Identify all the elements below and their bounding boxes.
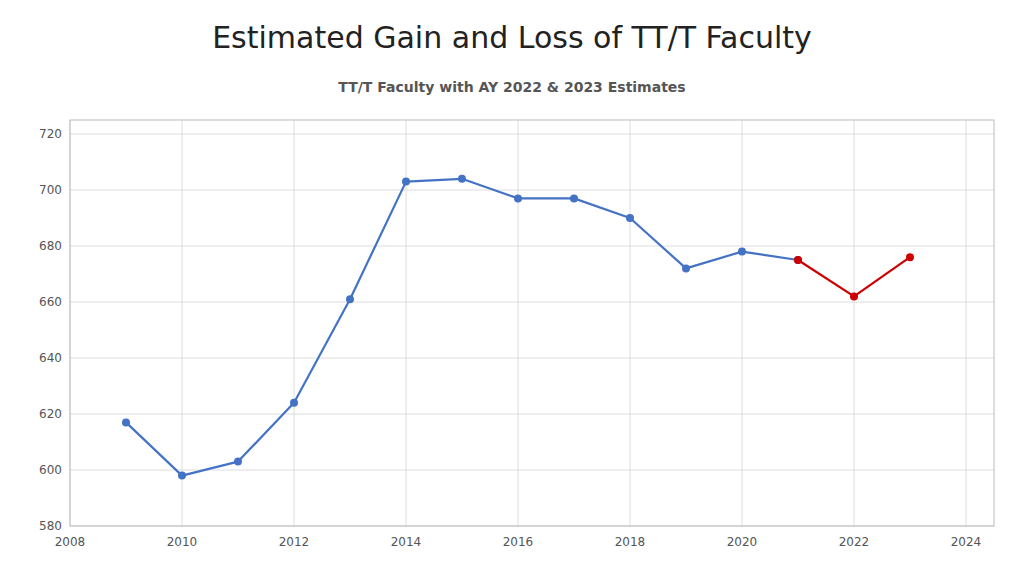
series-line bbox=[126, 179, 798, 476]
y-grid-line bbox=[70, 302, 994, 303]
x-tick-label: 2022 bbox=[839, 535, 870, 549]
x-tick-label: 2024 bbox=[951, 535, 982, 549]
data-point bbox=[346, 295, 354, 303]
y-grid-line bbox=[70, 414, 994, 415]
data-point bbox=[570, 194, 578, 202]
data-point bbox=[514, 194, 522, 202]
chart-container: Estimated Gain and Loss of TT/T Faculty T… bbox=[0, 0, 1024, 576]
x-grid-line bbox=[630, 120, 631, 526]
plot-area bbox=[122, 175, 914, 480]
data-point bbox=[794, 256, 802, 264]
data-point bbox=[794, 256, 802, 264]
x-tick-label: 2016 bbox=[503, 535, 534, 549]
y-tick-label: 580 bbox=[39, 519, 62, 533]
x-tick-label: 2014 bbox=[391, 535, 422, 549]
data-point bbox=[850, 292, 858, 300]
data-point bbox=[626, 214, 634, 222]
y-grid-line bbox=[70, 134, 994, 135]
y-tick-label: 680 bbox=[39, 239, 62, 253]
x-tick-label: 2008 bbox=[55, 535, 86, 549]
x-tick-label: 2012 bbox=[279, 535, 310, 549]
data-point bbox=[234, 458, 242, 466]
y-tick-label: 660 bbox=[39, 295, 62, 309]
grid bbox=[70, 120, 994, 526]
y-tick-label: 620 bbox=[39, 407, 62, 421]
subtitle: TT/T Faculty with AY 2022 & 2023 Estimat… bbox=[338, 79, 685, 95]
x-grid-line bbox=[182, 120, 183, 526]
series-line bbox=[798, 257, 910, 296]
x-grid-line bbox=[966, 120, 967, 526]
y-tick-label: 720 bbox=[39, 127, 62, 141]
y-grid-line bbox=[70, 246, 994, 247]
data-point bbox=[178, 472, 186, 480]
data-point bbox=[458, 175, 466, 183]
y-grid-line bbox=[70, 358, 994, 359]
data-point bbox=[738, 248, 746, 256]
data-point bbox=[906, 253, 914, 261]
y-grid-line bbox=[70, 190, 994, 191]
y-tick-label: 640 bbox=[39, 351, 62, 365]
x-grid-line bbox=[518, 120, 519, 526]
data-point bbox=[122, 418, 130, 426]
x-tick-label: 2010 bbox=[167, 535, 198, 549]
data-point bbox=[402, 178, 410, 186]
data-point bbox=[682, 264, 690, 272]
y-tick-label: 700 bbox=[39, 183, 62, 197]
y-tick-label: 600 bbox=[39, 463, 62, 477]
chart: Estimated Gain and Loss of TT/T Faculty T… bbox=[0, 0, 1024, 576]
x-tick-label: 2018 bbox=[615, 535, 646, 549]
x-grid-line bbox=[854, 120, 855, 526]
plot-frame bbox=[70, 120, 994, 526]
x-tick-label: 2020 bbox=[727, 535, 758, 549]
data-point bbox=[290, 399, 298, 407]
x-grid-line bbox=[742, 120, 743, 526]
x-grid-line bbox=[294, 120, 295, 526]
title: Estimated Gain and Loss of TT/T Faculty bbox=[212, 20, 812, 55]
